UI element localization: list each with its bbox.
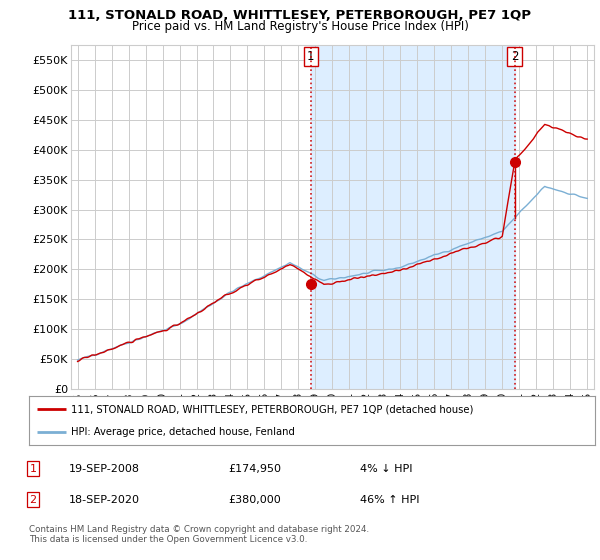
Text: Price paid vs. HM Land Registry's House Price Index (HPI): Price paid vs. HM Land Registry's House … [131, 20, 469, 33]
Text: £174,950: £174,950 [228, 464, 281, 474]
Text: 46% ↑ HPI: 46% ↑ HPI [360, 494, 419, 505]
Bar [311, 45, 515, 389]
Text: 18-SEP-2020: 18-SEP-2020 [69, 494, 140, 505]
Text: 2: 2 [511, 50, 518, 63]
Text: 19-SEP-2008: 19-SEP-2008 [69, 464, 140, 474]
Text: 4% ↓ HPI: 4% ↓ HPI [360, 464, 413, 474]
Text: 2: 2 [29, 494, 37, 505]
Text: 111, STONALD ROAD, WHITTLESEY, PETERBOROUGH, PE7 1QP: 111, STONALD ROAD, WHITTLESEY, PETERBORO… [68, 9, 532, 22]
Text: Contains HM Land Registry data © Crown copyright and database right 2024.
This d: Contains HM Land Registry data © Crown c… [29, 525, 369, 544]
Text: 1: 1 [307, 50, 314, 63]
Text: £380,000: £380,000 [228, 494, 281, 505]
Text: HPI: Average price, detached house, Fenland: HPI: Average price, detached house, Fenl… [71, 427, 295, 437]
Text: 1: 1 [29, 464, 37, 474]
Text: 111, STONALD ROAD, WHITTLESEY, PETERBOROUGH, PE7 1QP (detached house): 111, STONALD ROAD, WHITTLESEY, PETERBORO… [71, 404, 473, 414]
